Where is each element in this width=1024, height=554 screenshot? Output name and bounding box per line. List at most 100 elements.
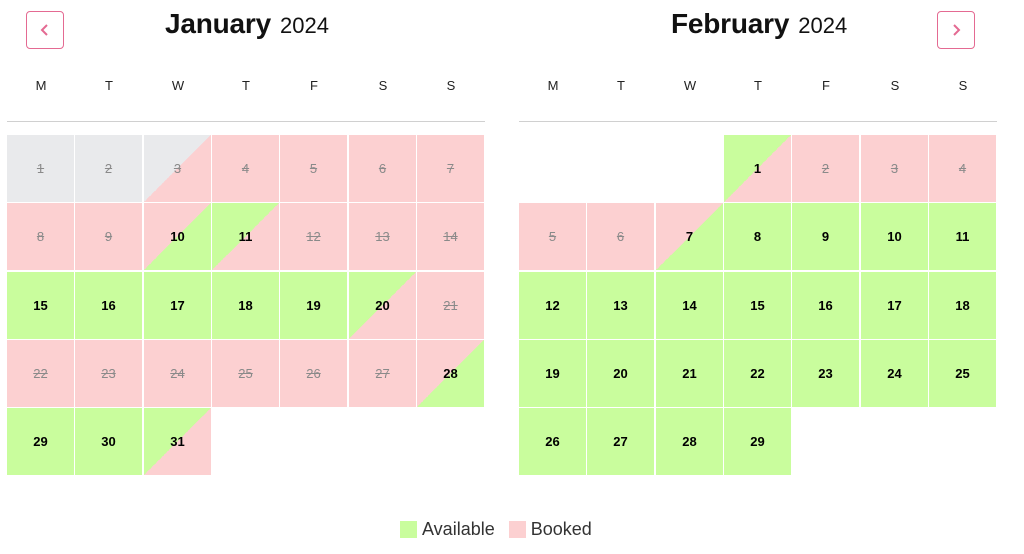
day-number: 15 (750, 298, 765, 313)
day-cell-28[interactable]: 28 (417, 340, 484, 407)
day-cell-11[interactable]: 11 (929, 203, 996, 270)
day-cell-27[interactable]: 27 (349, 340, 416, 407)
day-grid: 1 2 3 4 5 6 7 8 9 10 11 12 13 14 15 16 17 18 19 20 21 22 23 24 2… (7, 135, 485, 477)
day-cell-10[interactable]: 10 (144, 203, 211, 270)
weekday-label: S (890, 78, 900, 93)
day-cell-21[interactable]: 21 (656, 340, 723, 407)
day-cell-2: 2 (75, 135, 142, 202)
day-cell-20[interactable]: 20 (349, 272, 416, 339)
day-cell-9[interactable]: 9 (75, 203, 142, 270)
day-cell-7[interactable]: 7 (656, 203, 723, 270)
day-cell-13[interactable]: 13 (587, 272, 654, 339)
day-cell-16[interactable]: 16 (792, 272, 859, 339)
day-cell-10[interactable]: 10 (861, 203, 928, 270)
day-cell-7[interactable]: 7 (417, 135, 484, 202)
weekday-label: T (617, 78, 625, 93)
day-number: 21 (443, 298, 458, 313)
day-cell-24[interactable]: 24 (144, 340, 211, 407)
day-number: 4 (958, 161, 967, 176)
day-cell-11[interactable]: 11 (212, 203, 279, 270)
day-cell-29[interactable]: 29 (724, 408, 791, 475)
day-number: 24 (170, 366, 185, 381)
day-cell-14[interactable]: 14 (417, 203, 484, 270)
day-cell-27[interactable]: 27 (587, 408, 654, 475)
day-cell-17[interactable]: 17 (144, 272, 211, 339)
day-number: 22 (750, 366, 765, 381)
day-cell-15[interactable]: 15 (7, 272, 74, 339)
month-name: January (165, 8, 271, 39)
day-number: 21 (682, 366, 697, 381)
day-cell-19[interactable]: 19 (519, 340, 586, 407)
day-number: 1 (753, 161, 762, 176)
day-cell-12[interactable]: 12 (280, 203, 347, 270)
day-number: 11 (955, 229, 970, 244)
day-number: 8 (753, 229, 762, 244)
day-cell-15[interactable]: 15 (724, 272, 791, 339)
day-cell-8[interactable]: 8 (724, 203, 791, 270)
day-cell-19[interactable]: 19 (280, 272, 347, 339)
day-number: 12 (306, 229, 321, 244)
day-cell-22[interactable]: 22 (7, 340, 74, 407)
day-cell-22[interactable]: 22 (724, 340, 791, 407)
day-cell-28[interactable]: 28 (656, 408, 723, 475)
day-cell-12[interactable]: 12 (519, 272, 586, 339)
weekday-label: T (105, 78, 113, 93)
day-number: 2 (104, 161, 113, 176)
weekday-label: S (446, 78, 456, 93)
day-cell-3[interactable]: 3 (861, 135, 928, 202)
day-number: 13 (375, 229, 390, 244)
day-cell-4[interactable]: 4 (929, 135, 996, 202)
next-month-button[interactable] (937, 11, 975, 49)
day-number: 22 (33, 366, 48, 381)
prev-month-button[interactable] (26, 11, 64, 49)
day-cell-8[interactable]: 8 (7, 203, 74, 270)
month-header: January 2024 (165, 8, 329, 42)
day-cell-23[interactable]: 23 (792, 340, 859, 407)
month-header: February 2024 (671, 8, 847, 42)
day-cell-14[interactable]: 14 (656, 272, 723, 339)
day-number: 28 (682, 434, 697, 449)
day-cell-5[interactable]: 5 (519, 203, 586, 270)
weekday-label: F (310, 78, 318, 93)
day-number: 6 (378, 161, 387, 176)
day-cell-21[interactable]: 21 (417, 272, 484, 339)
day-number: 7 (446, 161, 455, 176)
day-cell-30[interactable]: 30 (75, 408, 142, 475)
day-cell-1[interactable]: 1 (724, 135, 791, 202)
day-cell-25[interactable]: 25 (212, 340, 279, 407)
day-cell-26[interactable]: 26 (280, 340, 347, 407)
legend: Available Booked (400, 517, 606, 541)
day-cell-6[interactable]: 6 (587, 203, 654, 270)
day-number: 14 (443, 229, 458, 244)
day-cell-17[interactable]: 17 (861, 272, 928, 339)
available-swatch (400, 520, 417, 538)
day-cell-29[interactable]: 29 (7, 408, 74, 475)
day-cell-23[interactable]: 23 (75, 340, 142, 407)
day-cell-24[interactable]: 24 (861, 340, 928, 407)
day-cell-20[interactable]: 20 (587, 340, 654, 407)
day-number: 7 (685, 229, 694, 244)
day-number: 12 (545, 298, 560, 313)
day-cell-4[interactable]: 4 (212, 135, 279, 202)
day-cell-16[interactable]: 16 (75, 272, 142, 339)
day-cell-25[interactable]: 25 (929, 340, 996, 407)
day-number: 4 (241, 161, 250, 176)
day-cell-6[interactable]: 6 (349, 135, 416, 202)
day-cell-2[interactable]: 2 (792, 135, 859, 202)
day-number: 25 (955, 366, 970, 381)
divider (7, 121, 485, 122)
day-cell-13[interactable]: 13 (349, 203, 416, 270)
day-cell-18[interactable]: 18 (929, 272, 996, 339)
day-cell-1: 1 (7, 135, 74, 202)
day-cell-5[interactable]: 5 (280, 135, 347, 202)
day-number: 16 (101, 298, 116, 313)
day-cell-3[interactable]: 3 (144, 135, 211, 202)
weekday-label: T (242, 78, 250, 93)
month-name: February (671, 8, 790, 39)
day-cell-26[interactable]: 26 (519, 408, 586, 475)
day-cell-18[interactable]: 18 (212, 272, 279, 339)
day-cell-31[interactable]: 31 (144, 408, 211, 475)
day-cell-9[interactable]: 9 (792, 203, 859, 270)
